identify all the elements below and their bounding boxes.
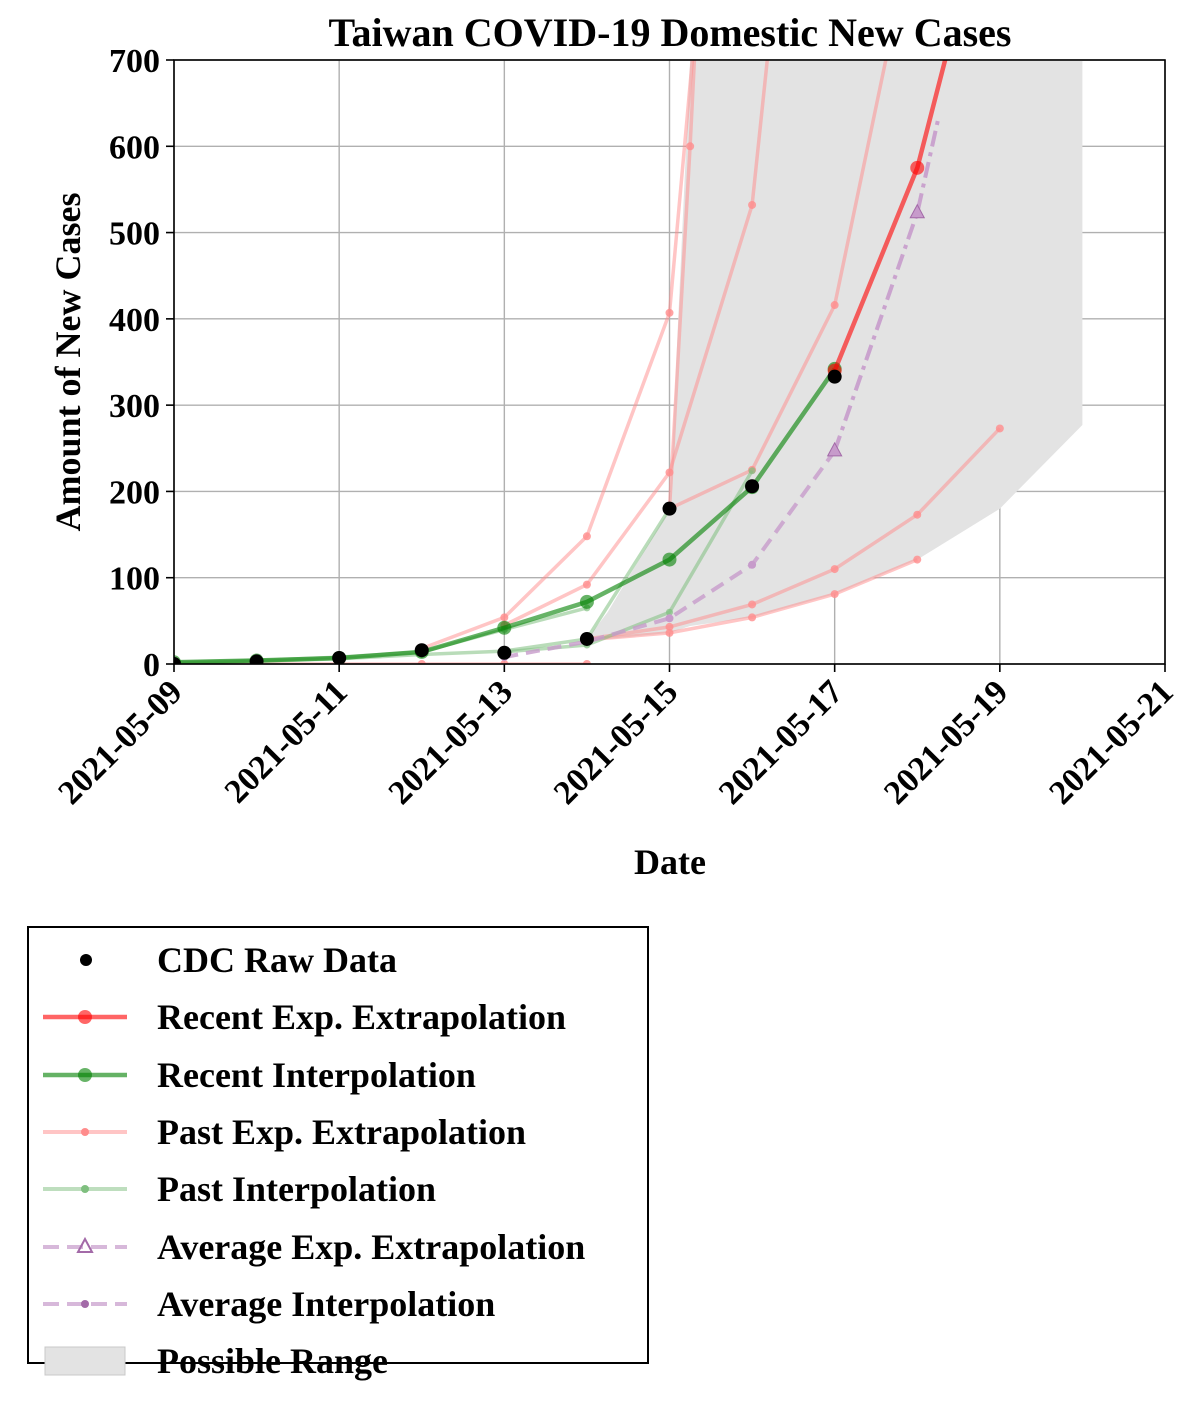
legend-marker	[78, 1010, 92, 1024]
y-axis-label: Amount of New Cases	[48, 193, 88, 532]
x-tick-label: 2021-05-17	[712, 673, 850, 811]
past-extrapolation-point	[666, 309, 674, 317]
legend-marker	[81, 1185, 89, 1193]
legend-swatch	[41, 1227, 131, 1267]
y-tick-label: 300	[109, 388, 160, 425]
raw-data-point	[415, 643, 429, 657]
chart-title: Taiwan COVID-19 Domestic New Cases	[329, 10, 1012, 55]
legend-label: Recent Exp. Extrapolation	[157, 997, 566, 1037]
recent-interpolation-point	[663, 553, 677, 567]
past-extrapolation-point	[500, 613, 508, 621]
legend-swatch	[41, 997, 131, 1037]
legend-label: Recent Interpolation	[157, 1055, 476, 1095]
raw-data-point	[580, 632, 594, 646]
raw-data-point	[497, 646, 511, 660]
raw-data-point	[250, 654, 264, 668]
recent-extrapolation-point	[910, 161, 924, 175]
x-tick-label: 2021-05-15	[547, 673, 685, 811]
past-extrapolation-point	[748, 600, 756, 608]
legend: CDC Raw Data Recent Exp. Extrapolation Rec…	[27, 926, 649, 1364]
x-tick-label: 2021-05-21	[1042, 673, 1180, 811]
past-extrapolation-point	[748, 201, 756, 209]
y-tick-label: 700	[109, 43, 160, 80]
past-extrapolation-point	[913, 556, 921, 564]
past-extrapolation-point	[583, 532, 591, 540]
legend-marker	[81, 1128, 89, 1136]
legend-label: Past Interpolation	[157, 1169, 436, 1209]
past-extrapolation-point	[686, 142, 694, 150]
legend-item: Recent Interpolation	[29, 1055, 647, 1095]
legend-item: Past Exp. Extrapolation	[29, 1112, 647, 1152]
legend-swatch	[41, 1341, 131, 1381]
y-tick-label: 200	[109, 474, 160, 511]
raw-data-point	[663, 502, 677, 516]
legend-item: Recent Exp. Extrapolation	[29, 997, 647, 1037]
recent-interpolation-point	[580, 595, 594, 609]
legend-swatch	[41, 1055, 131, 1095]
y-tick-label: 0	[143, 647, 160, 684]
past-extrapolation-point	[583, 581, 591, 589]
past-extrapolation-point	[831, 565, 839, 573]
legend-item: Average Exp. Extrapolation	[29, 1227, 647, 1267]
legend-item: Past Interpolation	[29, 1169, 647, 1209]
legend-label: CDC Raw Data	[157, 940, 397, 980]
average-interpolation-point	[666, 614, 674, 622]
y-tick-label: 400	[109, 302, 160, 339]
past-extrapolation-point	[831, 301, 839, 309]
x-tick-label: 2021-05-11	[218, 673, 355, 810]
legend-label: Average Interpolation	[157, 1284, 495, 1324]
past-extrapolation-point	[748, 613, 756, 621]
legend-label: Possible Range	[157, 1341, 388, 1381]
x-axis-label: Date	[634, 842, 706, 882]
legend-item: Possible Range	[29, 1341, 647, 1381]
legend-swatch	[41, 1112, 131, 1152]
legend-marker	[81, 1300, 89, 1308]
past-extrapolation-point	[666, 629, 674, 637]
legend-label: Average Exp. Extrapolation	[157, 1227, 585, 1267]
raw-data-point	[828, 370, 842, 384]
legend-swatch	[41, 940, 131, 980]
legend-item: CDC Raw Data	[29, 940, 647, 980]
legend-marker	[80, 954, 92, 966]
legend-swatch	[41, 1284, 131, 1324]
recent-interpolation-point	[497, 621, 511, 635]
average-interpolation-point	[748, 561, 756, 569]
legend-swatch	[41, 1169, 131, 1209]
y-tick-label: 100	[109, 561, 160, 598]
x-tick-label: 2021-05-13	[382, 673, 520, 811]
y-tick-label: 600	[109, 129, 160, 166]
raw-data-point	[332, 651, 346, 665]
chart: Taiwan COVID-19 Domestic New Cases 2021-…	[0, 0, 1181, 900]
past-extrapolation-point	[996, 424, 1004, 432]
legend-item: Average Interpolation	[29, 1284, 647, 1324]
past-interpolation-point	[749, 467, 756, 474]
past-extrapolation-point	[831, 590, 839, 598]
x-tick-label: 2021-05-19	[877, 673, 1015, 811]
past-extrapolation-point	[913, 511, 921, 519]
x-tick-label: 2021-05-09	[51, 673, 189, 811]
legend-patch	[45, 1347, 125, 1375]
y-tick-label: 500	[109, 216, 160, 253]
raw-data-point	[745, 479, 759, 493]
legend-marker	[78, 1068, 92, 1082]
legend-label: Past Exp. Extrapolation	[157, 1112, 526, 1152]
